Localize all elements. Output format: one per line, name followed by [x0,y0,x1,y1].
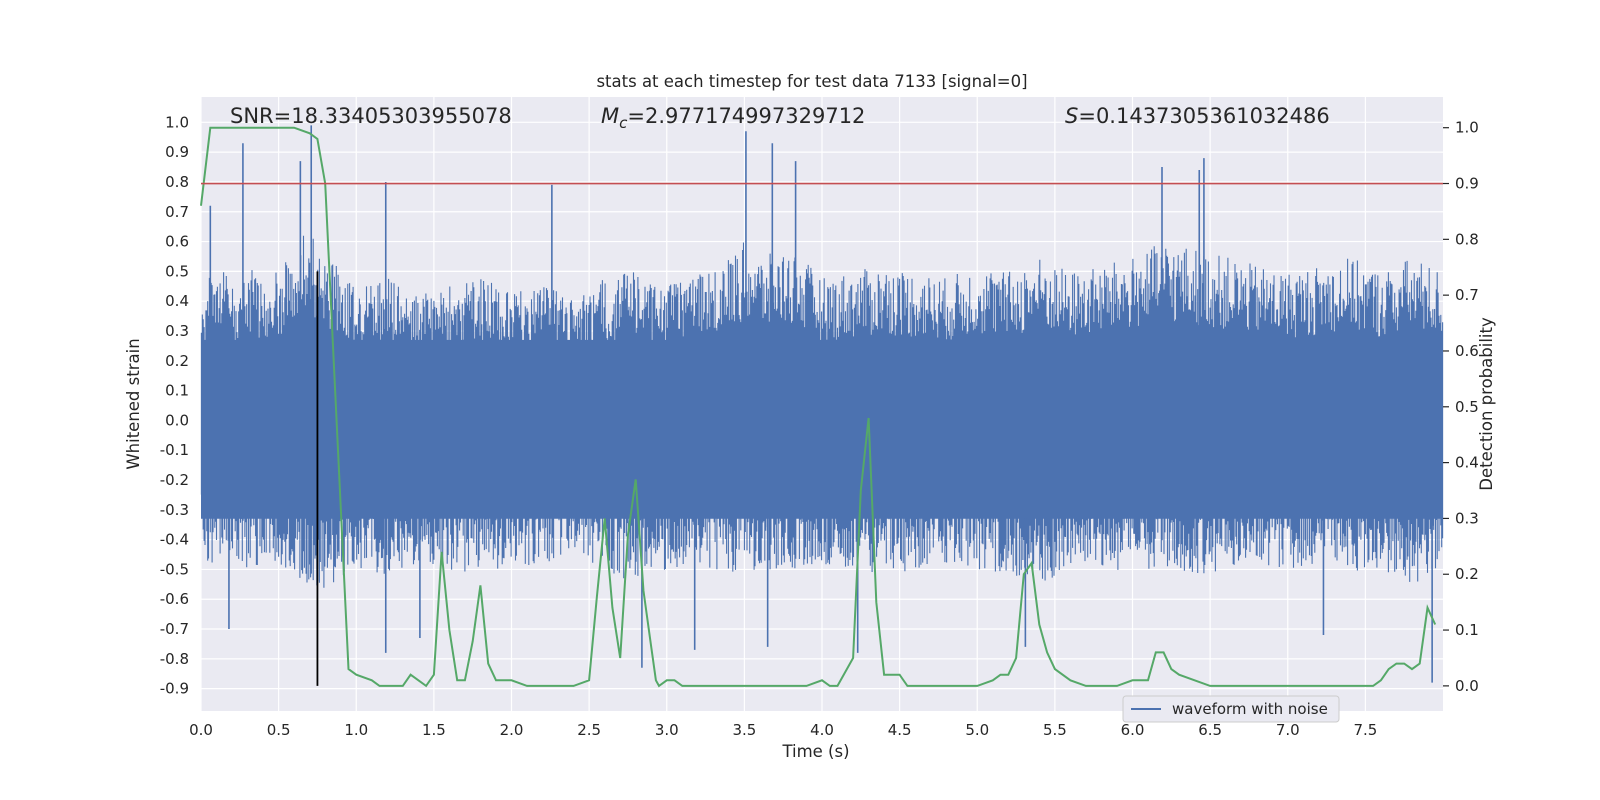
x-tick-label: 7.5 [1353,721,1377,739]
x-tick-label: 3.0 [655,721,679,739]
y-right-tick-label: 0.0 [1455,677,1479,695]
probability-series [200,126,1437,688]
x-tick-label: 4.0 [810,721,834,739]
y-tick-label: -0.5 [160,560,189,578]
snr-annotation: SNR=18.33405303955078 [230,104,512,128]
x-tick-label: 5.5 [1043,721,1067,739]
chart-title: stats at each timestep for test data 713… [596,72,1027,91]
x-tick-label: 1.5 [422,721,446,739]
y-tick-label: 0.4 [165,292,189,310]
y-right-tick-label: 0.2 [1455,565,1479,583]
y-right-tick-label: 0.1 [1455,621,1479,639]
chirp-mass-annotation: Mc=2.977174997329712 [601,104,865,132]
x-tick-label: 3.5 [732,721,756,739]
x-tick-label: 4.5 [888,721,912,739]
y-tick-label: 1.0 [165,113,189,131]
x-tick-label: 6.0 [1121,721,1145,739]
y-right-tick-label: 0.5 [1455,398,1479,416]
y-right-tick-label: 0.4 [1455,454,1479,472]
x-tick-label: 7.0 [1276,721,1300,739]
x-tick-label: 2.5 [577,721,601,739]
y-tick-label: -0.2 [160,471,189,489]
waveform-core [201,339,1443,519]
waveform-series [200,125,1444,683]
chirp-mass-subscript: c [619,114,628,132]
y-tick-label: 0.3 [165,322,189,340]
y-tick-label: 0.7 [165,203,189,221]
y-tick-label: -0.1 [160,441,189,459]
y-tick-label: -0.3 [160,501,189,519]
y-tick-label: 0.9 [165,143,189,161]
x-tick-label: 0.5 [267,721,291,739]
chirp-mass-value: =2.977174997329712 [627,104,865,128]
y-tick-label: -0.7 [160,620,189,638]
axis-ticks: 0.0 0.5 1.0 1.5 2.0 2.5 3.0 3.5 4.0 4.5 5.0 5.5 6.0 6… [160,113,1479,739]
x-tick-label: 0.0 [189,721,213,739]
y-right-tick-label: 0.6 [1455,342,1479,360]
x-axis-label: Time (s) [781,742,849,761]
y-right-tick-label: 0.3 [1455,509,1479,527]
x-tick-label: 1.0 [344,721,368,739]
y-axis-label: Whitened strain [124,338,143,469]
y-tick-label: 0.6 [165,233,189,251]
y-right-axis-label: Detection probability [1477,317,1496,491]
x-tick-label: 6.5 [1198,721,1222,739]
y-right-tick-label: 0.8 [1455,230,1479,248]
y-tick-label: 0.1 [165,382,189,400]
s-symbol: S [1065,104,1078,128]
legend-box [1122,695,1340,723]
y-tick-label: 0.8 [165,173,189,191]
chart-overlays [201,182,1443,686]
y-tick-label: -0.9 [160,680,189,698]
y-right-tick-label: 1.0 [1455,119,1479,137]
chirp-mass-symbol: M [601,104,619,128]
y-tick-label: -0.8 [160,650,189,668]
y-tick-label: -0.6 [160,590,189,608]
legend-label: waveform with noise [1172,700,1328,718]
y-right-tick-label: 0.7 [1455,286,1479,304]
legend: waveform with noise [1122,695,1340,723]
x-tick-label: 5.0 [965,721,989,739]
s-value: =0.1437305361032486 [1078,104,1329,128]
y-tick-label: 0.0 [165,411,189,429]
probability-line [200,126,1437,688]
s-annotation: S=0.1437305361032486 [1065,104,1330,128]
y-tick-label: 0.2 [165,352,189,370]
y-tick-label: 0.5 [165,262,189,280]
y-right-tick-label: 0.9 [1455,175,1479,193]
x-tick-label: 2.0 [500,721,524,739]
y-tick-label: -0.4 [160,531,189,549]
